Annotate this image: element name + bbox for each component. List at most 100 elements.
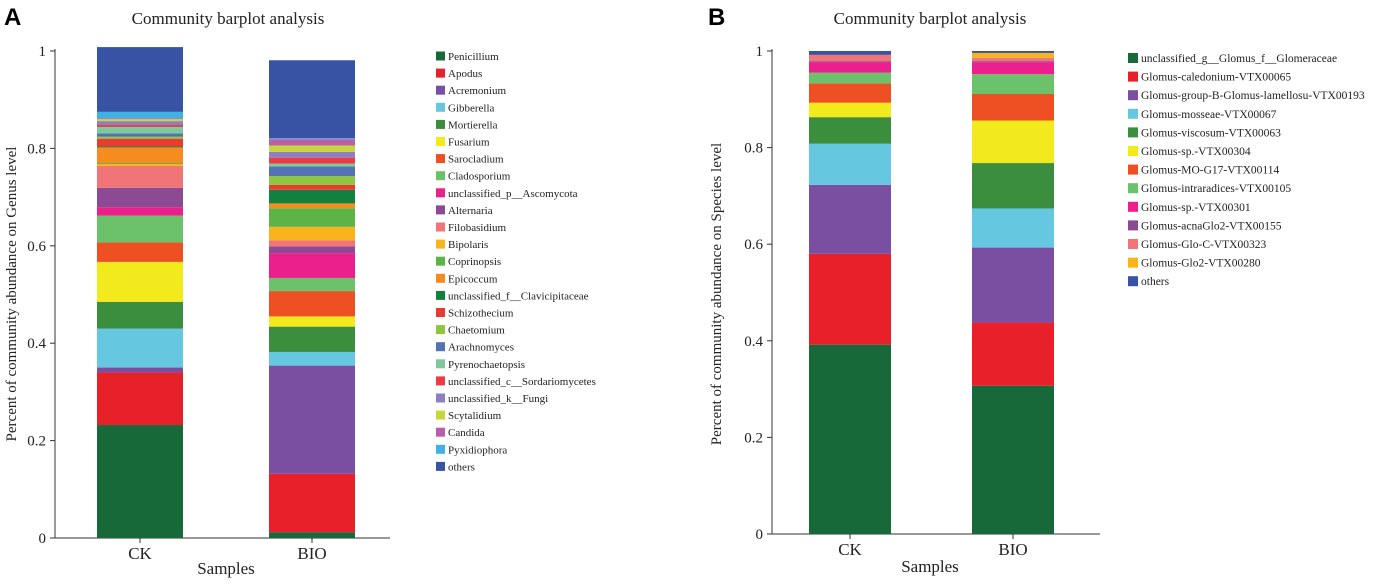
panel-b-legend-swatch bbox=[1128, 239, 1138, 249]
panel-a-bar-segment bbox=[97, 367, 183, 373]
panel-a-bar-segment bbox=[269, 365, 355, 474]
panel-b-title: Community barplot analysis bbox=[834, 9, 1027, 28]
panel-b-legend-label: Glomus-caledonium-VTX00065 bbox=[1141, 72, 1291, 84]
panel-b-bar-segment bbox=[972, 120, 1054, 164]
panel-a-y-tick-label: 0.6 bbox=[27, 239, 46, 255]
panel-b-y-tick-label: 0.6 bbox=[744, 237, 763, 253]
panel-a-legend: Penicillium Apodus Acremonium Gibberella Mor… bbox=[436, 51, 596, 473]
panel-a-bar-segment bbox=[97, 207, 183, 216]
panel-a-legend-label: Schizothecium bbox=[448, 308, 514, 320]
panel-b-y-tick-label: 0 bbox=[756, 527, 764, 543]
panel-b-legend-swatch bbox=[1128, 164, 1138, 175]
panel-b-legend-label: Glomus-MO-G17-VTX00114 bbox=[1141, 165, 1279, 177]
panel-a-legend-swatch bbox=[436, 239, 445, 249]
panel-a-y-tick-label: 0.2 bbox=[27, 434, 46, 450]
panel-a-legend-swatch bbox=[436, 410, 445, 420]
panel-a-legend-swatch bbox=[436, 359, 445, 369]
panel-a-legend-swatch bbox=[436, 85, 445, 95]
panel-a-legend-swatch bbox=[436, 51, 445, 61]
panel-a-legend-swatch bbox=[436, 154, 445, 164]
panel-b-legend: unclassified_g__Glomus_f__Glomeraceae Glo… bbox=[1128, 53, 1365, 288]
panel-b-legend-label: Glomus-Glo2-VTX00280 bbox=[1141, 258, 1261, 270]
panel-a-bar-segment bbox=[269, 246, 355, 254]
panel-b-y-tick-label: 0.2 bbox=[744, 430, 763, 446]
panel-a-legend-swatch bbox=[436, 376, 445, 386]
panel-b-legend-swatch bbox=[1128, 108, 1138, 119]
panel-b-legend-label: unclassified_g__Glomus_f__Glomeraceae bbox=[1141, 53, 1337, 65]
panel-a-bar-segment bbox=[269, 139, 355, 146]
panel-a-legend-label: Bipolaris bbox=[448, 239, 488, 251]
panel-b-bar-segment bbox=[809, 61, 891, 63]
panel-a-bar-segment bbox=[269, 60, 355, 139]
panel-a-legend-label: Chaetomium bbox=[448, 325, 505, 337]
panel-a-bar-segment bbox=[97, 138, 183, 147]
panel-b-legend-swatch bbox=[1128, 90, 1138, 101]
panel-a-legend-label: unclassified_k__Fungi bbox=[448, 393, 548, 405]
panel-a-bar-segment bbox=[97, 118, 183, 120]
panel-a-legend-swatch bbox=[436, 308, 445, 317]
panel-b-legend-swatch bbox=[1128, 53, 1138, 63]
panel-a-legend-label: Gibberella bbox=[448, 102, 495, 114]
panel-a-y-axis-title: Percent of community abundance on Genus … bbox=[4, 147, 20, 442]
panel-a-legend-swatch bbox=[436, 325, 445, 335]
panel-b-legend-label: Glomus-intraradices-VTX00105 bbox=[1141, 183, 1291, 195]
panel-a-letter: A bbox=[4, 4, 21, 31]
panel-a-bar-segment bbox=[269, 351, 355, 366]
panel-b-legend-label: Glomus-viscosum-VTX00063 bbox=[1141, 127, 1281, 139]
panel-b-legend-label: Glomus-mosseae-VTX00067 bbox=[1141, 109, 1277, 121]
panel-a-legend-swatch bbox=[436, 137, 445, 146]
panel-a-legend-label: Fusarium bbox=[448, 137, 490, 149]
panel-a-legend-label: Alternaria bbox=[448, 205, 493, 217]
panel-a-bar-segment bbox=[97, 165, 183, 188]
panel-b-bar-segment bbox=[809, 253, 891, 345]
panel-b-bar-segment bbox=[809, 143, 891, 185]
panel-a-bar-segment bbox=[97, 301, 183, 329]
panel-b-y-tick-label: 0.4 bbox=[744, 334, 763, 350]
panel-b-legend-label: Glomus-group-B-Glomus-lamellosu-VTX00193 bbox=[1141, 90, 1365, 102]
panel-b-bar-segment bbox=[809, 54, 891, 62]
panel-a-bar-segment bbox=[97, 163, 183, 164]
panel-a-y-tick-label: 0.8 bbox=[27, 141, 46, 157]
panel-a-legend-swatch bbox=[436, 119, 445, 129]
panel-a-bar-segment bbox=[269, 226, 355, 241]
panel-b-y-axis-title: Percent of community abundance on Specie… bbox=[709, 143, 725, 445]
panel-a-y-tick-label: 1 bbox=[39, 44, 47, 60]
panel-b-legend-swatch bbox=[1128, 220, 1138, 231]
panel-b-bar-segment bbox=[972, 74, 1054, 94]
panel-a-bar-segment bbox=[269, 176, 355, 185]
panel-a-bar-segment bbox=[97, 126, 183, 134]
panel-b-y-tick-label: 0.8 bbox=[744, 141, 763, 157]
panel-b-bar-segment bbox=[972, 247, 1054, 323]
panel-a-bar-segment bbox=[97, 425, 183, 538]
panel-a-bar-segment bbox=[97, 147, 183, 164]
panel-a-legend-swatch bbox=[436, 205, 445, 215]
panel-a-bar-segment bbox=[97, 121, 183, 126]
panel-a-bar-segment bbox=[97, 133, 183, 137]
panel-a-bar-segment bbox=[269, 291, 355, 317]
panel-a-legend-label: Coprinopsis bbox=[448, 256, 501, 268]
panel-a-y-tick-label: 0 bbox=[39, 531, 47, 547]
panel-a-bar-segment bbox=[269, 145, 355, 152]
panel-a-bar-segment bbox=[97, 136, 183, 139]
panel-b-bar-segment bbox=[809, 184, 891, 254]
panel-b-legend-label: Glomus-sp.-VTX00304 bbox=[1141, 146, 1251, 158]
panel-a-legend-label: Filobasidium bbox=[448, 222, 507, 234]
panel-b-legend-swatch bbox=[1128, 127, 1138, 138]
panel-a-x-axis-title: Samples bbox=[197, 559, 255, 578]
panel-b: B Community barplot analysis Samples Per… bbox=[708, 4, 1365, 576]
panel-a-legend-label: Scytalidium bbox=[448, 410, 502, 422]
panel-a-legend-label: unclassified_f__Clavicipitaceae bbox=[448, 290, 589, 302]
panel-a-bar-segment bbox=[269, 157, 355, 164]
panel-a-category-label: CK bbox=[128, 544, 152, 563]
panel-a-legend-swatch bbox=[436, 188, 445, 198]
panel-a-legend-swatch bbox=[436, 222, 445, 232]
panel-a-legend-label: Candida bbox=[448, 427, 485, 439]
panel-a-bar-segment bbox=[269, 253, 355, 278]
panel-b-bar-segment bbox=[809, 344, 891, 534]
panel-b-bar-segment bbox=[972, 62, 1054, 75]
panel-a-category-label: BIO bbox=[297, 544, 326, 563]
panel-a-bar-segment bbox=[269, 326, 355, 352]
panel-a-bar-segment bbox=[269, 184, 355, 190]
panel-a-legend-label: Epicoccum bbox=[448, 273, 498, 285]
